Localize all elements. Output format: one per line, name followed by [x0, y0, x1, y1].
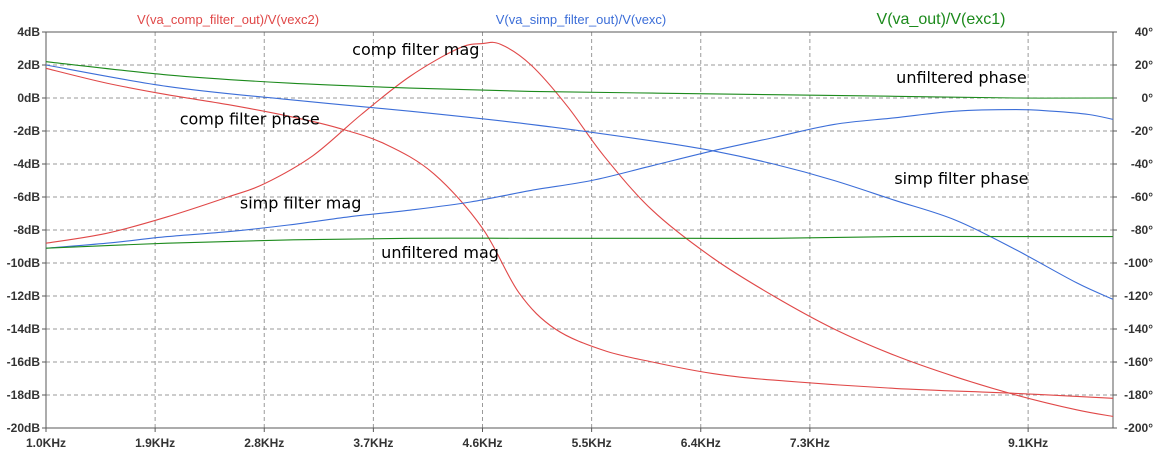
left-tick-label: 4dB — [17, 25, 40, 39]
annotation-label: simp filter mag — [240, 194, 361, 213]
right-tick-label: -20° — [1131, 124, 1153, 138]
right-tick-label: -60° — [1131, 190, 1153, 204]
right-tick-label: -140° — [1124, 322, 1153, 336]
x-tick-label: 4.6KHz — [462, 436, 502, 450]
annotation-label: comp filter mag — [352, 40, 479, 59]
right-tick-label: 20° — [1135, 58, 1153, 72]
x-axis-ticks: 1.0KHz 1.9KHz 2.8KHz 3.7KHz 4.6KHz 5.5KHz 6.4K… — [26, 428, 1048, 450]
annotation-label: unfiltered mag — [381, 243, 499, 262]
simp-trace-title: V(va_simp_filter_out)/V(vexc) — [496, 12, 667, 27]
x-tick-label: 5.5KHz — [572, 436, 612, 450]
comp-magnitude-line — [45, 41, 1114, 417]
unfiltered-trace-title: V(va_out)/V(exc1) — [877, 11, 1006, 28]
right-tick-label: 0° — [1142, 91, 1154, 105]
unfiltered-phase-line — [45, 61, 1114, 99]
left-tick-label: -4dB — [13, 157, 40, 171]
x-tick-label: 2.8KHz — [244, 436, 284, 450]
annotation-label: comp filter phase — [180, 109, 320, 128]
simp-magnitude-line — [45, 109, 1114, 249]
left-tick-label: -10dB — [7, 256, 41, 270]
x-tick-label: 1.0KHz — [26, 436, 66, 450]
unfiltered-magnitude-line — [45, 235, 1113, 249]
comp-phase-line — [45, 67, 1114, 399]
right-tick-label: -40° — [1131, 157, 1153, 171]
left-axis-ticks: 4dB 2dB 0dB -2dB -4dB -6dB -8dB -10dB -12dB -14dB… — [7, 25, 46, 435]
right-tick-label: -200° — [1124, 421, 1153, 435]
left-tick-label: 0dB — [17, 91, 40, 105]
left-tick-label: 2dB — [17, 58, 40, 72]
x-tick-label: 7.3KHz — [790, 436, 830, 450]
left-tick-label: -6dB — [13, 190, 40, 204]
right-tick-label: 40° — [1135, 25, 1153, 39]
left-tick-label: -20dB — [7, 421, 41, 435]
trace-titles: V(va_comp_filter_out)/V(vexc2) V(va_simp_… — [137, 11, 1006, 28]
left-tick-label: -2dB — [13, 124, 40, 138]
left-tick-label: -12dB — [7, 289, 41, 303]
comp-trace-title: V(va_comp_filter_out)/V(vexc2) — [137, 12, 319, 27]
left-tick-label: -8dB — [13, 223, 40, 237]
x-tick-label: 3.7KHz — [353, 436, 393, 450]
right-tick-label: -100° — [1124, 256, 1153, 270]
annotations: comp filter mag comp filter phase simp fil… — [180, 40, 1029, 262]
annotation-label: unfiltered phase — [896, 68, 1027, 87]
right-tick-label: -80° — [1131, 223, 1153, 237]
left-tick-label: -14dB — [7, 322, 41, 336]
right-tick-label: -180° — [1124, 388, 1153, 402]
left-tick-label: -18dB — [7, 388, 41, 402]
x-tick-label: 1.9KHz — [135, 436, 175, 450]
simp-phase-line — [45, 64, 1114, 300]
x-tick-label: 9.1KHz — [1008, 436, 1048, 450]
right-tick-label: -120° — [1124, 289, 1153, 303]
right-axis-ticks: 40° 20° 0° -20° -40° -60° -80° -100° -120° -140° -… — [1113, 25, 1153, 435]
traces — [45, 41, 1114, 417]
right-tick-label: -160° — [1124, 355, 1153, 369]
x-tick-label: 6.4KHz — [681, 436, 721, 450]
left-tick-label: -16dB — [7, 355, 41, 369]
annotation-label: simp filter phase — [894, 169, 1028, 188]
